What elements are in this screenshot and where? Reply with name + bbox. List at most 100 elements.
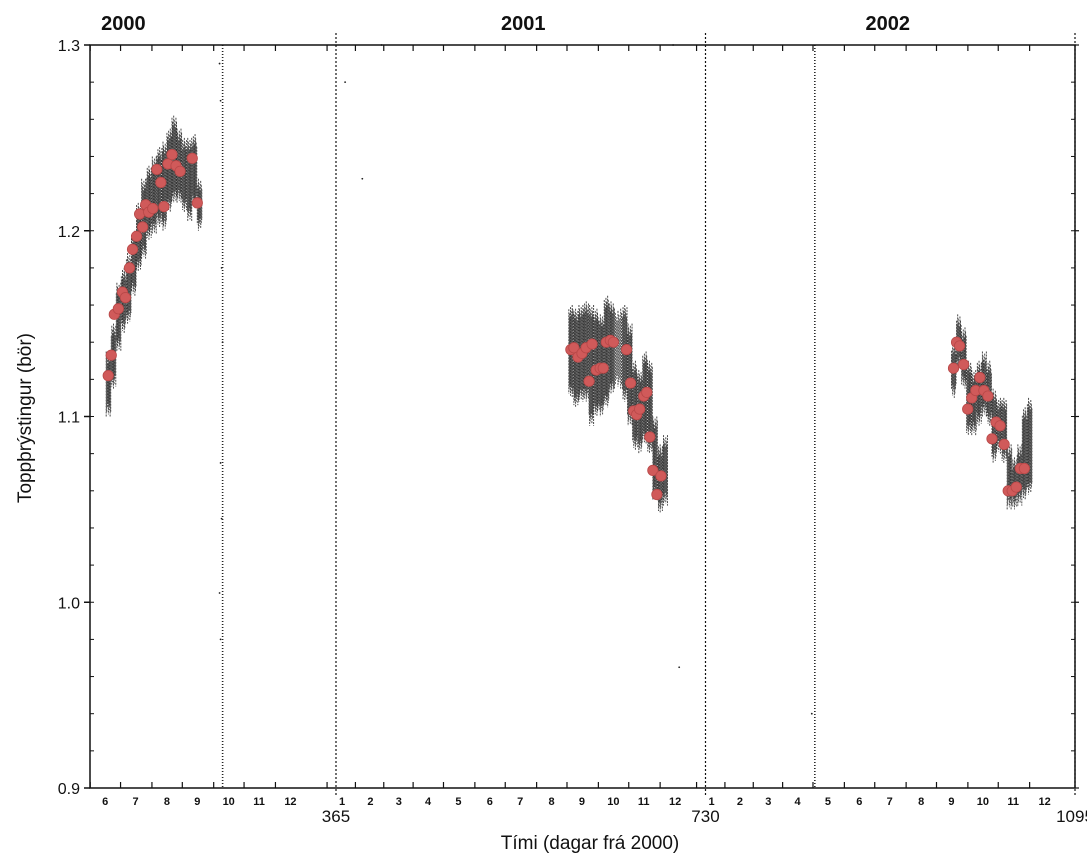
- daily-mean-point: [1010, 481, 1022, 493]
- daily-mean-point: [982, 390, 994, 402]
- daily-mean-point: [583, 375, 595, 387]
- daily-mean-point: [134, 208, 146, 220]
- x-month-label: 6: [102, 796, 108, 808]
- daily-mean-point: [102, 370, 114, 382]
- x-month-label: 11: [1007, 796, 1019, 808]
- x-month-label: 12: [284, 796, 296, 808]
- y-tick-label: 1.3: [58, 38, 80, 55]
- x-month-label: 7: [517, 796, 523, 808]
- daily-mean-point: [119, 292, 132, 304]
- axes: [84, 33, 1079, 796]
- x-month-label: 3: [765, 796, 771, 808]
- daily-mean-point: [641, 386, 653, 398]
- daily-mean-point: [644, 431, 656, 443]
- daily-mean-point: [958, 358, 970, 371]
- plot-frame: [89, 44, 1076, 789]
- isolated-point: [221, 341, 224, 344]
- x-day-label: 1095: [1056, 807, 1087, 826]
- y-tick-label: 1.0: [58, 595, 80, 612]
- isolated-point: [219, 462, 222, 464]
- x-month-label: 7: [132, 796, 138, 808]
- y-tick-label: 1.1: [58, 410, 80, 427]
- year-label: 2001: [501, 13, 546, 35]
- y-axis-title: Toppþrýstingur (bör): [15, 333, 36, 503]
- x-month-label: 6: [856, 796, 862, 808]
- isolated-point: [678, 666, 681, 669]
- x-month-label: 10: [223, 796, 235, 808]
- raw-data-layer: [105, 44, 1033, 788]
- isolated-point: [220, 517, 223, 520]
- isolated-point: [218, 592, 221, 594]
- y-tick-label: 0.9: [58, 781, 80, 798]
- x-month-label: 8: [549, 796, 555, 808]
- year-label: 2002: [865, 13, 910, 35]
- x-month-label: 10: [607, 796, 619, 808]
- daily-mean-point: [962, 403, 974, 415]
- daily-mean-point: [130, 230, 143, 242]
- daily-mean-point: [137, 221, 149, 233]
- daily-mean-point: [624, 377, 637, 389]
- daily-mean-point: [123, 262, 136, 274]
- daily-mean-point: [126, 243, 139, 255]
- isolated-point: [219, 99, 222, 102]
- daily-mean-point: [994, 420, 1006, 432]
- x-month-label: 6: [487, 796, 493, 808]
- year-label: 2000: [101, 13, 146, 35]
- isolated-point: [220, 267, 223, 269]
- daily-mean-point: [186, 152, 198, 164]
- x-month-label: 11: [253, 796, 265, 808]
- x-month-label: 8: [164, 796, 170, 808]
- x-month-label: 4: [795, 796, 802, 808]
- daily-mean-point: [151, 163, 163, 176]
- x-day-label: 730: [691, 807, 719, 826]
- x-month-label: 2: [367, 796, 373, 808]
- isolated-point: [344, 81, 347, 84]
- x-month-label: 5: [825, 796, 831, 808]
- x-month-label: 3: [396, 796, 402, 808]
- x-month-label: 9: [948, 796, 954, 808]
- daily-mean-point: [158, 201, 170, 213]
- x-month-label: 2: [737, 796, 743, 808]
- daily-means-layer: [102, 148, 1030, 501]
- x-month-label: 4: [425, 796, 432, 808]
- daily-mean-point: [986, 433, 998, 445]
- x-month-label: 9: [579, 796, 585, 808]
- daily-mean-point: [166, 148, 178, 161]
- isolated-point: [219, 638, 222, 641]
- x-axis-title: Tími (dagar frá 2000): [501, 833, 679, 854]
- daily-mean-point: [620, 344, 633, 356]
- daily-mean-point: [147, 202, 159, 215]
- isolated-point: [810, 712, 813, 715]
- daily-mean-point: [647, 464, 659, 476]
- daily-mean-point: [953, 340, 966, 352]
- daily-mean-point: [597, 362, 609, 374]
- daily-mean-point: [105, 349, 117, 361]
- x-month-label: 8: [918, 796, 924, 808]
- daily-mean-point: [974, 371, 986, 384]
- daily-mean-point: [191, 197, 203, 209]
- x-month-label: 1: [339, 796, 345, 808]
- x-month-label: 10: [977, 796, 989, 808]
- daily-mean-point: [655, 470, 667, 482]
- isolated-point: [361, 177, 364, 180]
- daily-mean-point: [634, 403, 646, 415]
- x-month-label: 12: [1039, 796, 1051, 808]
- daily-mean-point: [947, 362, 960, 374]
- labels-layer: 0.91.01.11.21.36 7 8 9 10 11 12 1 2 3 4 5 6 7 8 9 10 11 12…: [58, 13, 1087, 826]
- daily-mean-point: [607, 336, 619, 348]
- x-month-label: 7: [887, 796, 893, 808]
- x-month-label: 5: [455, 796, 461, 808]
- y-tick-label: 1.2: [58, 224, 80, 241]
- daily-mean-point: [651, 488, 663, 501]
- x-month-label: 12: [669, 796, 681, 808]
- daily-mean-point: [1018, 462, 1030, 475]
- daily-mean-point: [568, 342, 580, 354]
- daily-mean-point: [155, 176, 167, 189]
- daily-mean-point: [586, 338, 598, 350]
- isolated-point: [218, 62, 221, 65]
- x-month-label: 1: [709, 796, 715, 808]
- daily-mean-point: [112, 303, 124, 315]
- x-day-label: 365: [322, 807, 350, 826]
- x-month-label: 11: [638, 796, 650, 808]
